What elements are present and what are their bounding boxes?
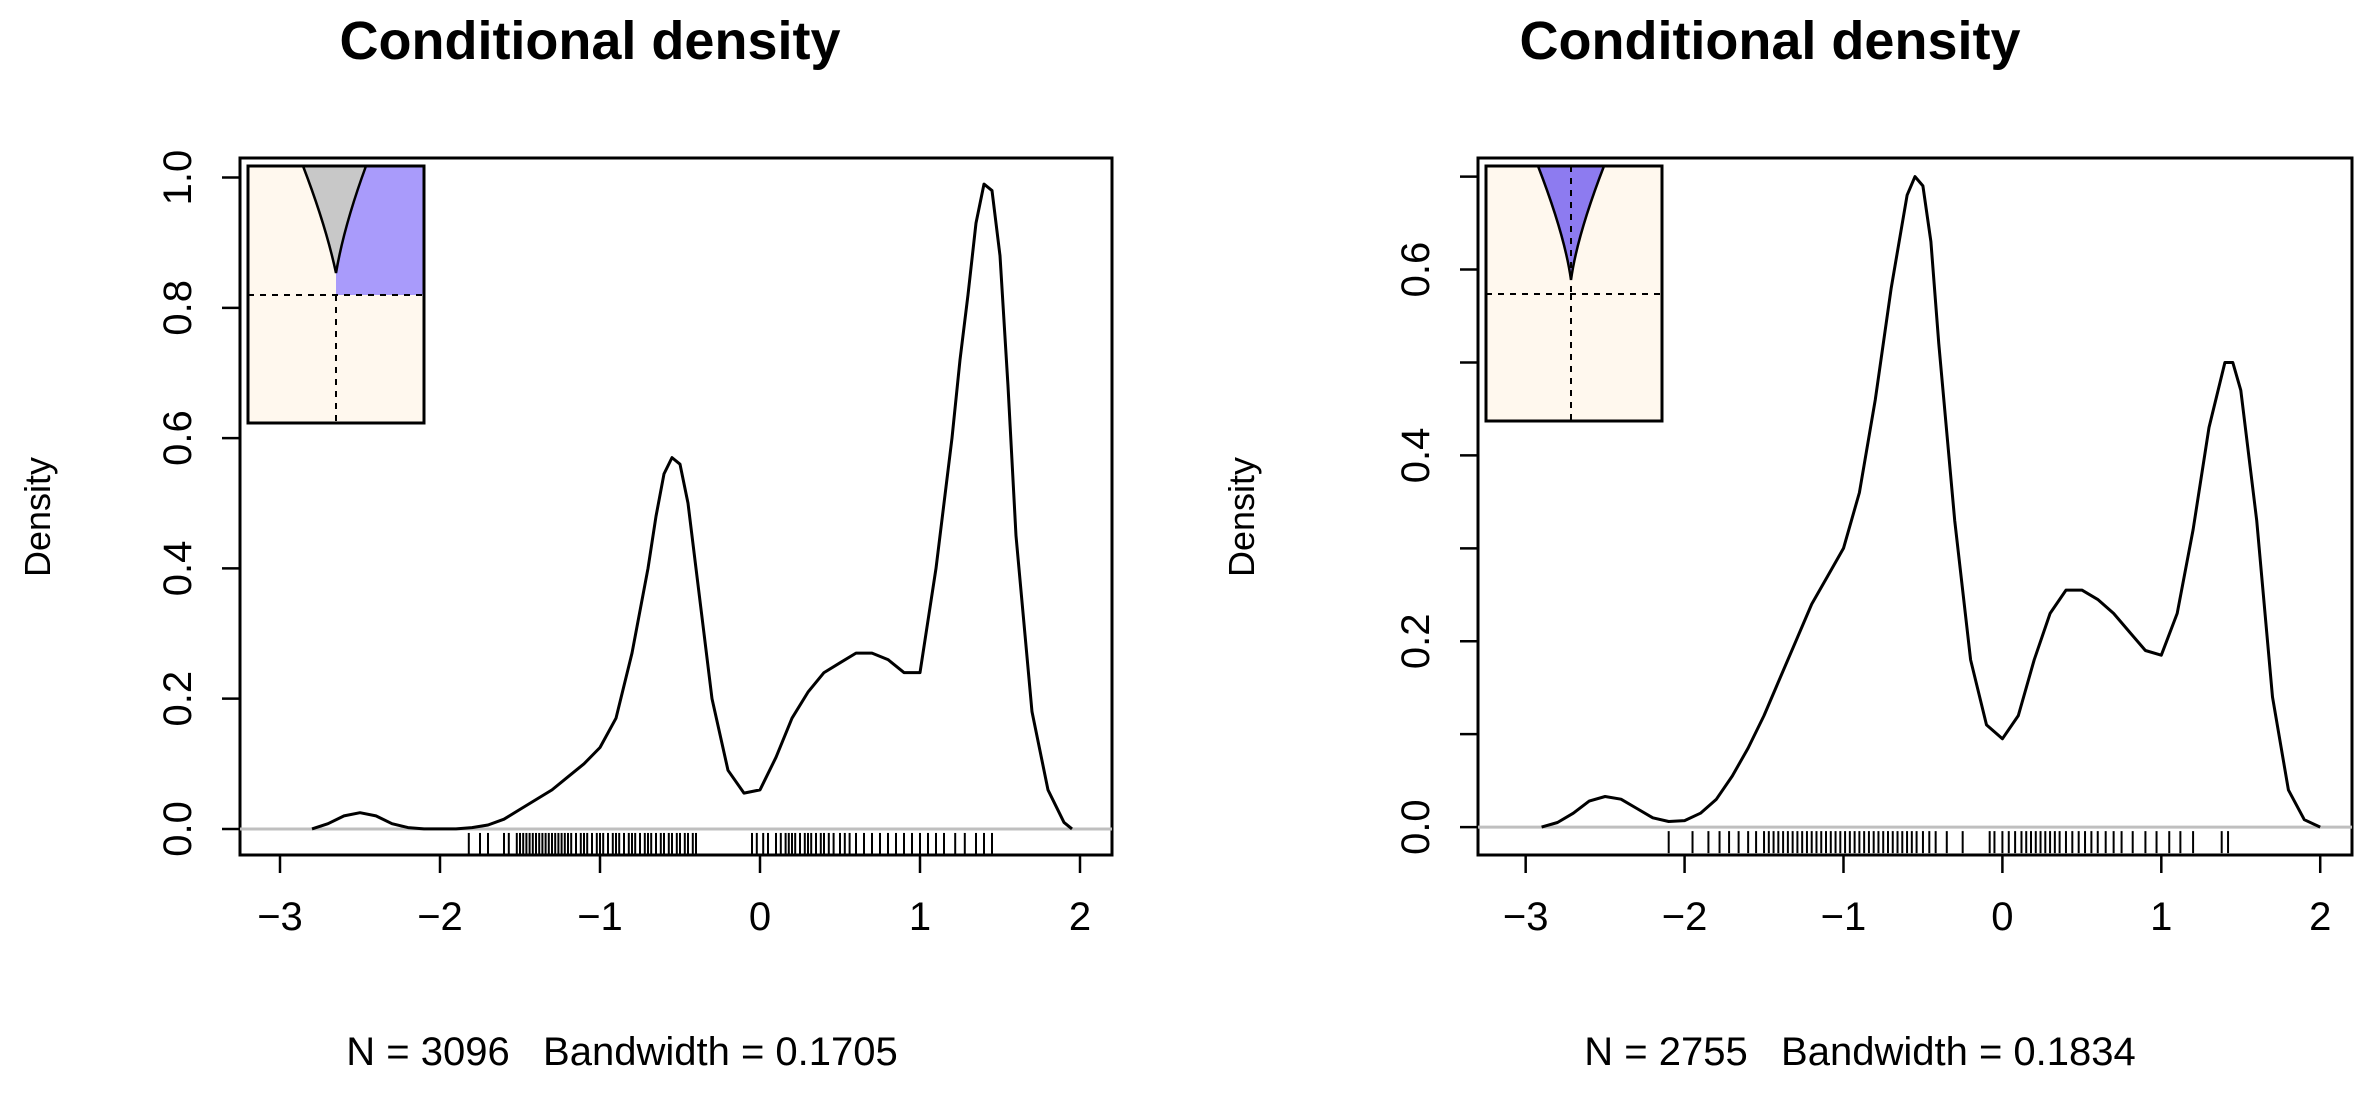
x-tick-label: 1	[2150, 895, 2172, 939]
y-tick-label: 0.8	[156, 280, 200, 336]
x-tick-label: −2	[1662, 895, 1708, 939]
density-curve	[311, 182, 1073, 831]
chart-title: Conditional density	[1519, 11, 2021, 71]
x-axis-label: N = 3096 Bandwidth = 0.1705	[346, 1030, 898, 1074]
y-tick-label: 0.4	[1394, 428, 1438, 484]
x-tick-label: −3	[1503, 895, 1549, 939]
density-plot: −3 −2 −1 0 1 2 0.0 0.2 0.4 0.6	[1394, 156, 2354, 939]
y-tick-label: 0.0	[156, 801, 200, 857]
inset-frame	[1484, 164, 1664, 423]
x-tick-label: 0	[1991, 895, 2013, 939]
y-tick-label: 0.0	[1394, 799, 1438, 855]
density-curve	[1541, 175, 2321, 829]
x-tick-label: −1	[1821, 895, 1867, 939]
x-axis-label: N = 2755 Bandwidth = 0.1834	[1584, 1030, 2136, 1074]
plot-frame	[238, 156, 1114, 857]
y-tick-label: 0.6	[1394, 242, 1438, 298]
chart-title: Conditional density	[339, 11, 841, 71]
chart-panel-right: Conditional density Density −3 −2 −1 0 1 2 0.0…	[1180, 0, 2360, 1098]
x-tick-label: 1	[909, 895, 931, 939]
y-tick-label: 0.2	[156, 671, 200, 727]
plot-frame	[1476, 156, 2354, 857]
chart-panel-left: Conditional density Density −3 −2 −1 0 1 2 0.0…	[0, 0, 1180, 1098]
y-tick-label: 0.2	[1394, 613, 1438, 669]
x-tick-label: 2	[2309, 895, 2331, 939]
x-tick-label: −2	[417, 895, 463, 939]
x-tick-label: −3	[257, 895, 303, 939]
inset-cone	[301, 164, 368, 274]
x-tick-label: 2	[1069, 895, 1091, 939]
density-plot: −3 −2 −1 0 1 2 0.0 0.2 0.4 0.6 0.8 1.0	[156, 150, 1114, 939]
x-tick-label: 0	[749, 895, 771, 939]
y-tick-label: 0.6	[156, 410, 200, 466]
x-tick-label: −1	[577, 895, 623, 939]
inset-frame	[246, 164, 426, 425]
y-tick-label: 1.0	[156, 150, 200, 206]
y-tick-label: 0.4	[156, 541, 200, 597]
